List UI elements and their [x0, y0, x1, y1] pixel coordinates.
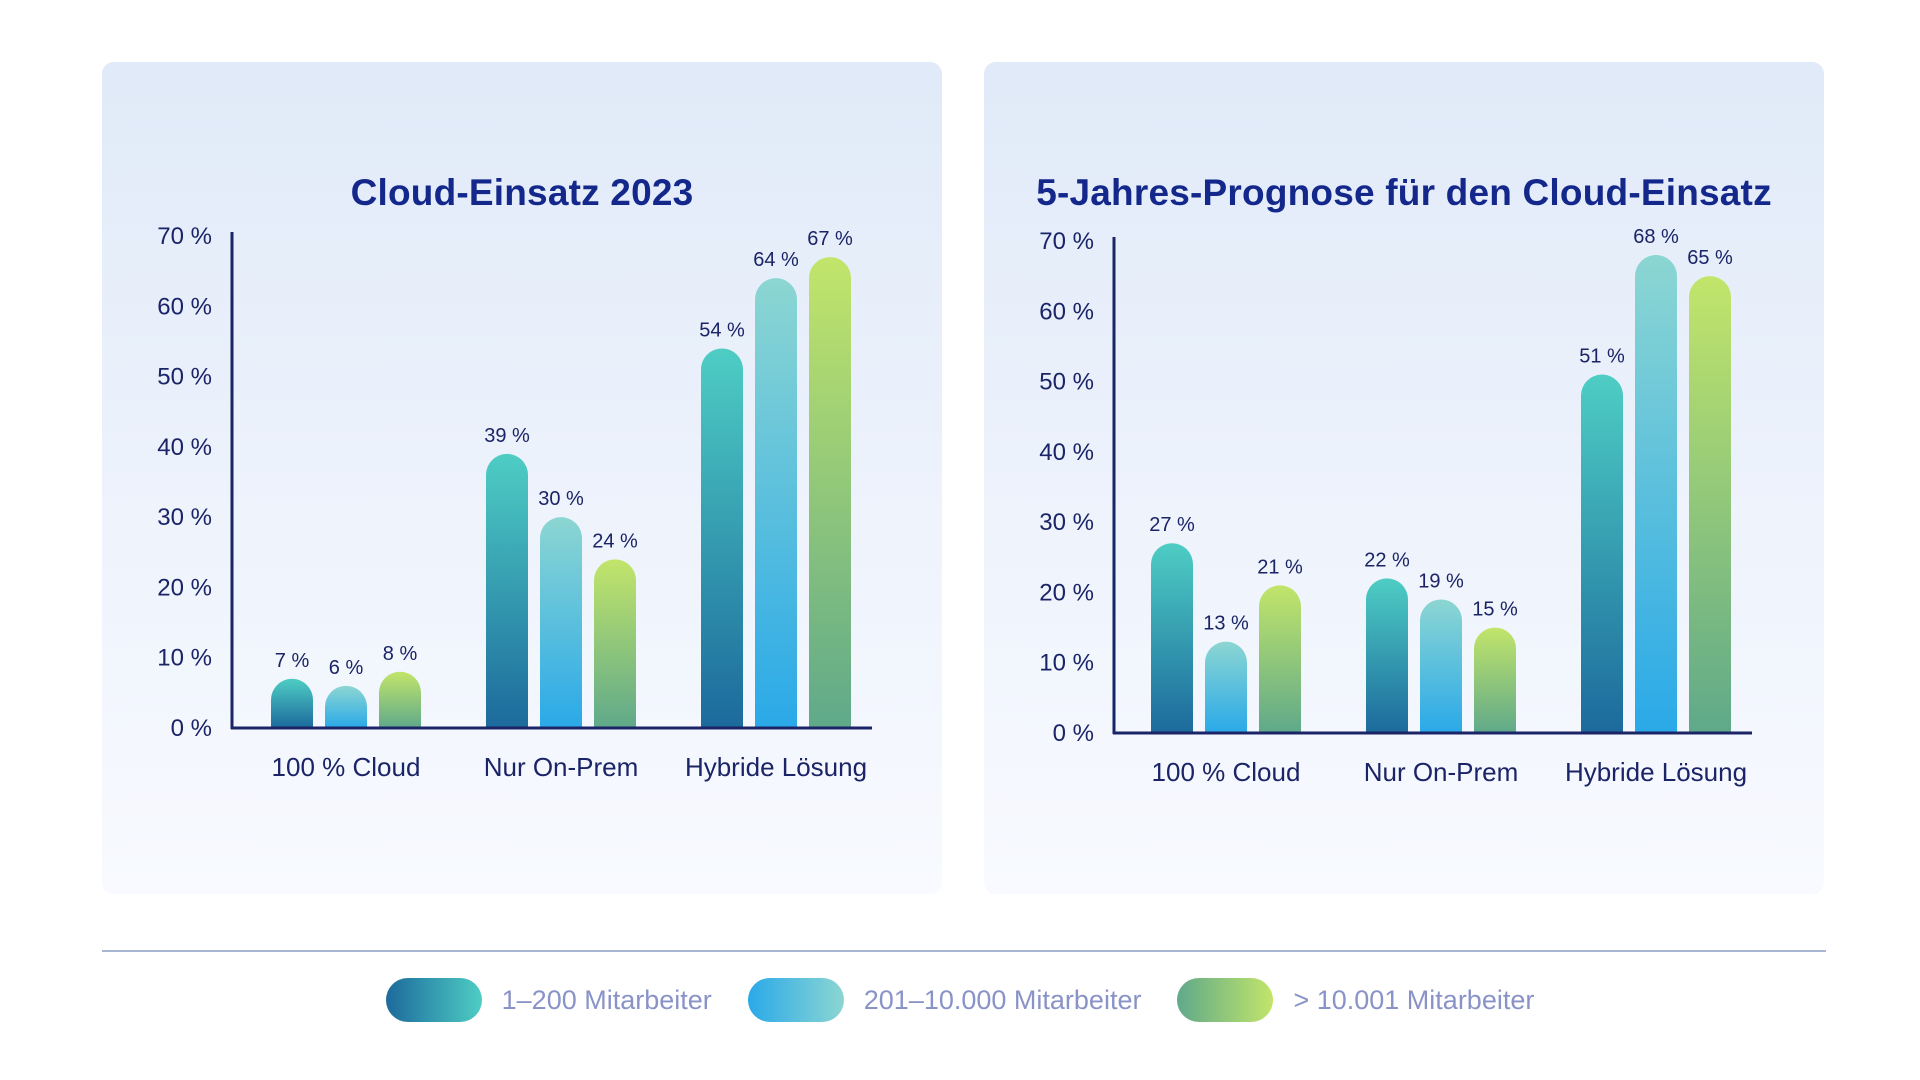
data-label: 13 %: [1203, 613, 1249, 635]
data-label: 19 %: [1418, 570, 1464, 592]
bar-chart-forecast: 0 % 10 % 20 % 30 % 40 % 50 % 60 % 70 % 27 % 13 % 2…: [1039, 226, 1752, 787]
data-label: 64 %: [753, 249, 799, 271]
bar-large-2: [1689, 276, 1731, 733]
chart-panel-current: Cloud-Einsatz 2023 0 % 10 % 20 % 30 % 40 % 50…: [102, 62, 942, 894]
data-label: 27 %: [1149, 514, 1195, 536]
y-tick-label: 20 %: [157, 574, 212, 601]
bar-medium-2: [1635, 255, 1677, 734]
chart-panel-forecast: 5-Jahres-Prognose für den Cloud-Einsatz …: [984, 62, 1824, 894]
bar-large-0: [1259, 585, 1301, 733]
y-tick-label: 70 %: [1039, 228, 1094, 255]
x-category-label: Nur On-Prem: [484, 752, 639, 782]
bar-large-0: [379, 671, 421, 728]
y-tick-label: 50 %: [1039, 369, 1094, 396]
bar-medium-0: [1205, 641, 1247, 733]
y-tick-label: 10 %: [1039, 650, 1094, 677]
bar-large-1: [1474, 627, 1516, 733]
y-tick-label: 70 %: [157, 223, 212, 250]
x-category-label: Hybride Lösung: [1565, 757, 1747, 787]
bar-small-1: [486, 453, 528, 728]
y-tick-label: 0 %: [171, 715, 212, 742]
chart-title: Cloud-Einsatz 2023: [350, 172, 694, 213]
y-tick-label: 60 %: [157, 293, 212, 320]
legend-swatch-small: [385, 978, 482, 1022]
y-tick-label: 60 %: [1039, 298, 1094, 325]
bar-small-0: [271, 678, 313, 728]
legend-label: 1–200 Mitarbeiter: [501, 984, 712, 1015]
data-label: 24 %: [592, 530, 638, 552]
y-tick-label: 50 %: [157, 364, 212, 391]
bar-small-1: [1366, 578, 1408, 733]
data-label: 6 %: [329, 657, 364, 679]
x-category-label: Hybride Lösung: [685, 752, 867, 782]
legend-label: 201–10.000 Mitarbeiter: [863, 984, 1142, 1015]
chart-title: 5-Jahres-Prognose für den Cloud-Einsatz: [1036, 172, 1772, 213]
bar-large-1: [594, 559, 636, 728]
legend-item-small: 1–200 Mitarbeiter: [385, 978, 712, 1022]
x-category-label: 100 % Cloud: [1152, 757, 1301, 787]
legend-swatch-large: [1177, 978, 1274, 1022]
bar-medium-0: [325, 685, 367, 728]
data-label: 15 %: [1472, 599, 1518, 621]
data-label: 22 %: [1364, 549, 1410, 571]
bar-chart-current: 0 % 10 % 20 % 30 % 40 % 50 % 60 % 70 % 7 % 6 % 8 %…: [157, 223, 872, 782]
y-tick-label: 30 %: [157, 504, 212, 531]
legend: 1–200 Mitarbeiter 201–10.000 Mitarbeiter…: [0, 977, 1920, 1023]
legend-divider: [102, 950, 1826, 952]
data-label: 39 %: [484, 425, 530, 447]
data-label: 68 %: [1633, 226, 1679, 248]
bar-medium-1: [1420, 599, 1462, 733]
data-label: 67 %: [807, 228, 853, 250]
y-tick-label: 20 %: [1039, 579, 1094, 606]
y-tick-label: 40 %: [157, 434, 212, 461]
data-label: 30 %: [538, 488, 584, 510]
y-tick-label: 40 %: [1039, 439, 1094, 466]
legend-item-large: > 10.001 Mitarbeiter: [1177, 978, 1534, 1022]
data-label: 65 %: [1687, 247, 1733, 269]
y-tick-label: 30 %: [1039, 509, 1094, 536]
x-category-label: 100 % Cloud: [272, 752, 421, 782]
bar-large-2: [809, 257, 851, 728]
data-label: 8 %: [383, 643, 418, 665]
data-label: 21 %: [1257, 556, 1303, 578]
bar-medium-2: [755, 278, 797, 728]
bar-small-2: [701, 348, 743, 728]
legend-swatch-medium: [747, 978, 844, 1022]
legend-label: > 10.001 Mitarbeiter: [1293, 984, 1535, 1015]
bar-medium-1: [540, 517, 582, 728]
data-label: 7 %: [275, 650, 310, 672]
bar-small-2: [1581, 374, 1623, 733]
y-tick-label: 10 %: [157, 645, 212, 672]
data-label: 51 %: [1579, 346, 1625, 368]
data-label: 54 %: [699, 319, 745, 341]
y-tick-label: 0 %: [1053, 720, 1094, 747]
legend-item-medium: 201–10.000 Mitarbeiter: [747, 978, 1142, 1022]
bar-small-0: [1151, 543, 1193, 733]
x-category-label: Nur On-Prem: [1364, 757, 1519, 787]
